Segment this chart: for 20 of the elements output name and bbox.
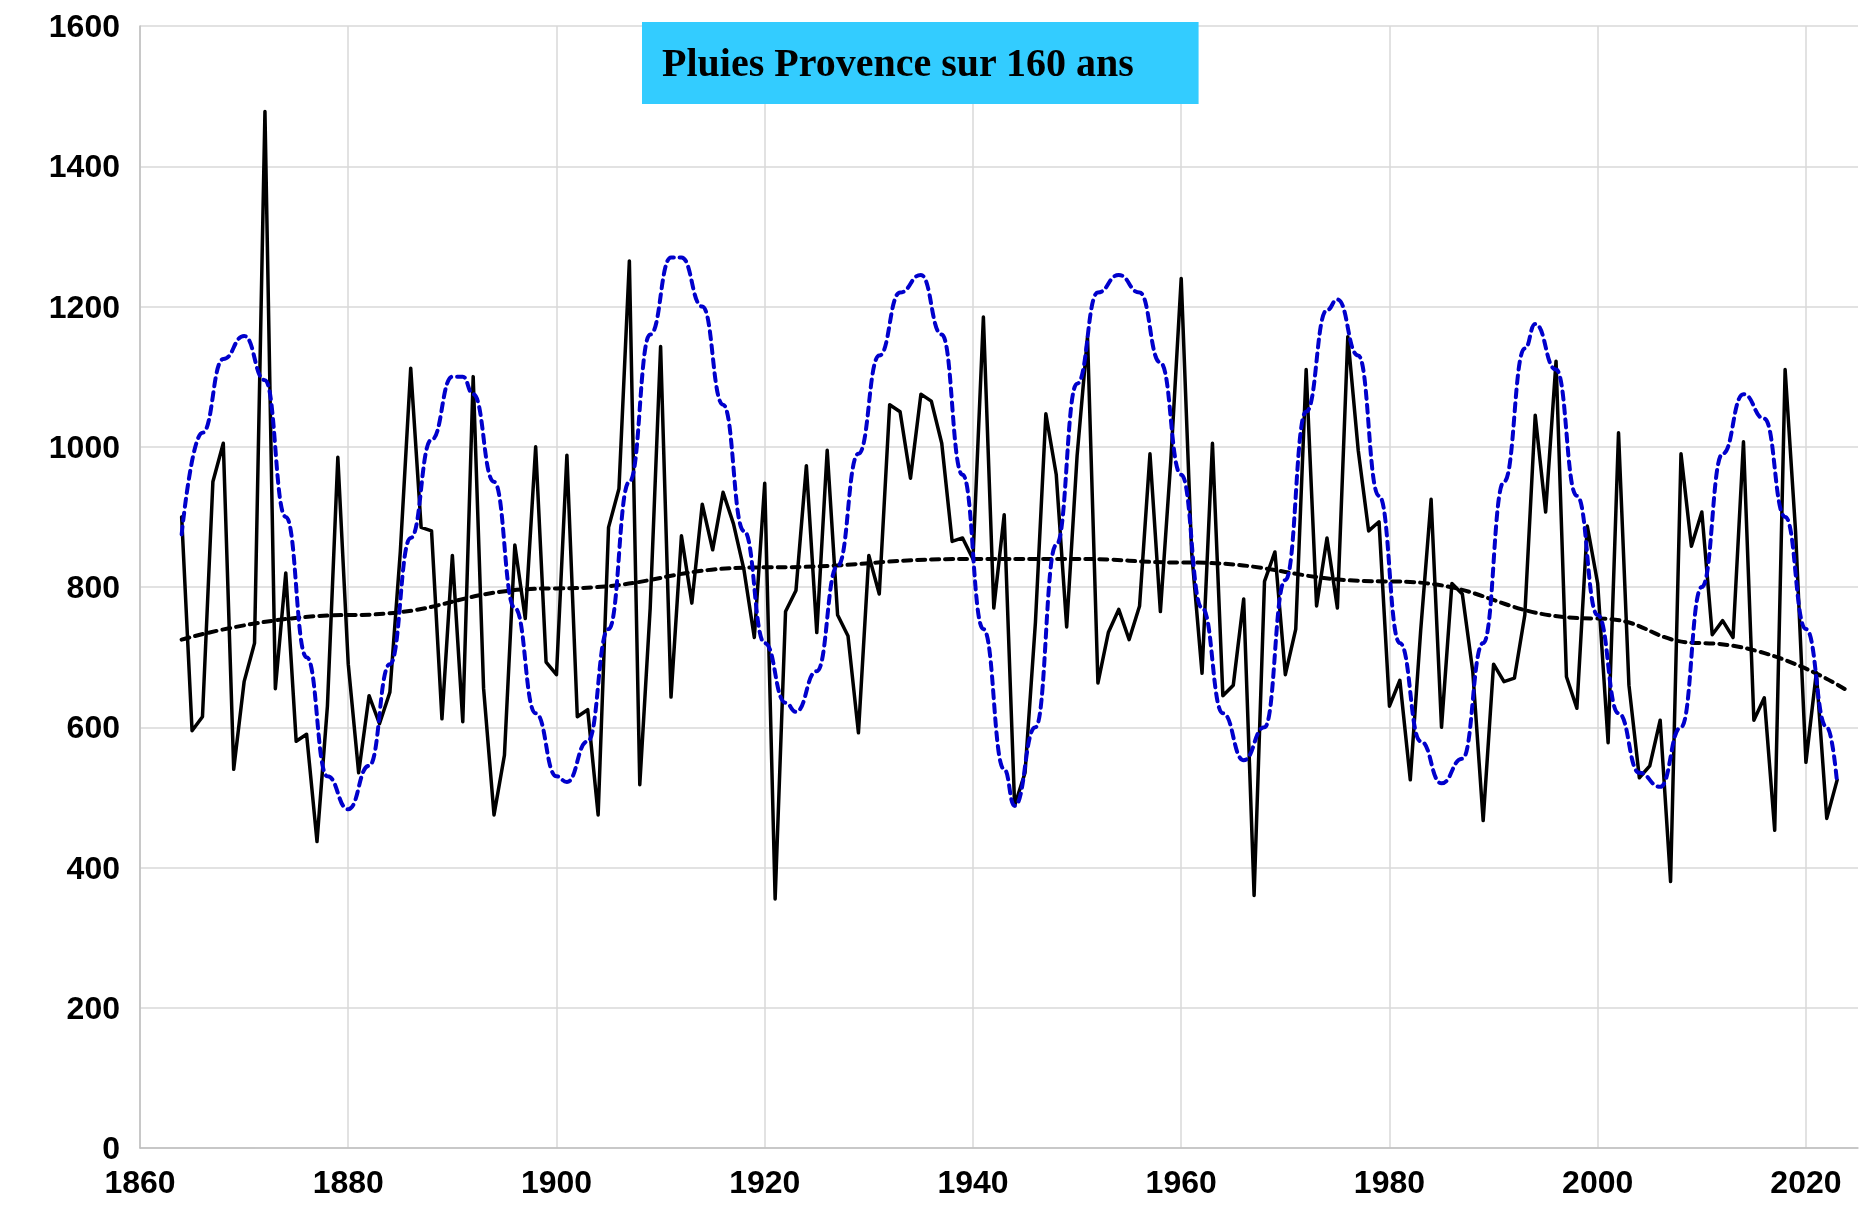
x-tick-label: 1960 [1145, 1164, 1217, 1200]
y-tick-label: 800 [66, 569, 120, 605]
x-tick-label: 1980 [1353, 1164, 1426, 1200]
x-tick-label: 2000 [1562, 1164, 1634, 1200]
y-tick-label: 400 [66, 849, 120, 886]
x-tick-label: 1880 [312, 1164, 384, 1200]
y-tick-label: 0 [102, 1130, 120, 1166]
y-tick-label: 200 [66, 989, 120, 1026]
chart-title: Pluies Provence sur 160 ans [662, 39, 1134, 85]
x-tick-label: 1920 [729, 1164, 801, 1200]
line-series [179, 255, 1840, 812]
x-tick-label: 1860 [104, 1164, 176, 1200]
x-tick-label: 1940 [937, 1164, 1009, 1200]
y-tick-label: 1400 [48, 148, 120, 185]
y-tick-label: 1600 [48, 8, 120, 44]
y-tick-label: 1200 [48, 288, 120, 325]
x-tick-label: 2020 [1770, 1164, 1842, 1200]
y-tick-label: 1000 [48, 428, 120, 465]
y-tick-label: 600 [66, 709, 120, 746]
x-tick-label: 1900 [520, 1164, 593, 1200]
